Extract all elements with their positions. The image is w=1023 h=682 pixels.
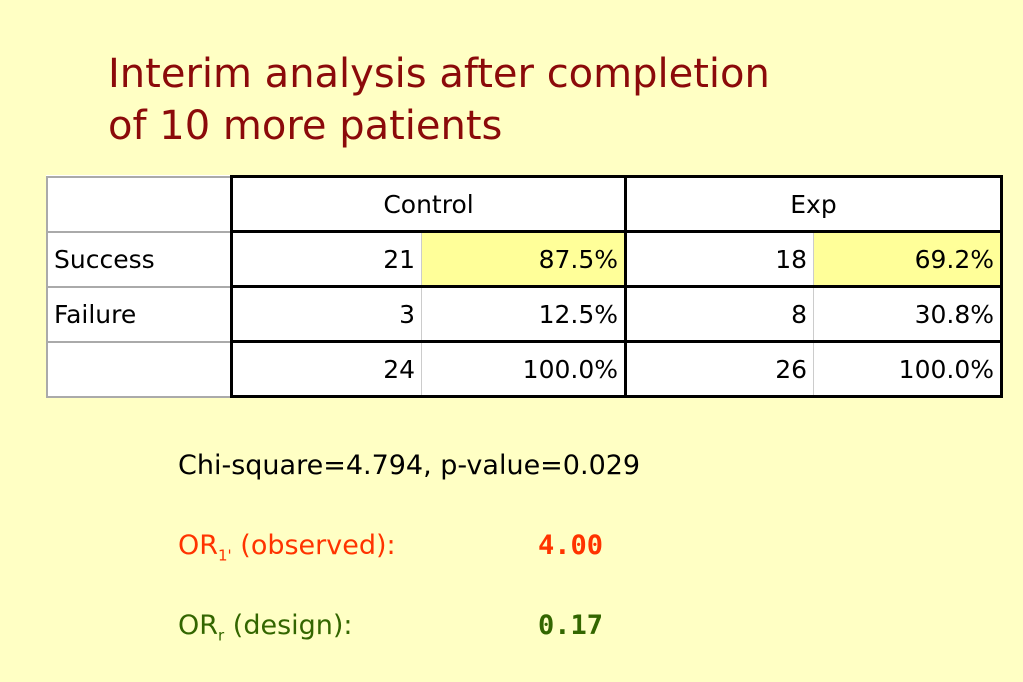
chi-square: Chi-square=4.794, p-value=0.029 <box>178 450 641 481</box>
table-cell: 100.0% <box>421 340 627 398</box>
title-line: Interim analysis after completion <box>108 51 770 97</box>
or-text: OR <box>178 530 219 561</box>
or-subscript: 1' <box>218 546 232 565</box>
table-cell: 30.8% <box>813 285 1003 343</box>
row-label <box>46 340 233 398</box>
table-cell: 100.0% <box>813 340 1003 398</box>
or-subscript: r <box>218 626 225 645</box>
table-cell: 87.5% <box>421 230 627 288</box>
table-cell: 26 <box>624 340 814 398</box>
header-row: Control Exp <box>46 175 1003 233</box>
table-cell: 21 <box>230 230 422 288</box>
or-text: OR <box>178 610 219 641</box>
results-table: Control Exp Success 21 87.5% 18 69.2% Failure… <box>46 175 1003 398</box>
row-label: Failure <box>46 285 233 343</box>
row-label: Success <box>46 230 233 288</box>
table-cell: 12.5% <box>421 285 627 343</box>
table-row: Success 21 87.5% 18 69.2% <box>46 230 1003 288</box>
or-design-value: 0.17 <box>538 610 604 641</box>
or-observed-value: 4.00 <box>538 530 604 561</box>
table-cell: 3 <box>230 285 422 343</box>
table-cell: 24 <box>230 340 422 398</box>
header-cell: Control <box>230 175 627 233</box>
or-desc: (design): <box>232 610 353 641</box>
title-line: of 10 more patients <box>108 103 503 149</box>
table-cell: 18 <box>624 230 814 288</box>
or-desc: (observed): <box>240 530 396 561</box>
header-cell: Exp <box>624 175 1003 233</box>
or-observed-label: OR1' (observed): <box>178 530 396 564</box>
slide-title: Interim analysis after completion of 10 … <box>108 48 770 152</box>
table-cell: 69.2% <box>813 230 1003 288</box>
table-row: Failure 3 12.5% 8 30.8% <box>46 285 1003 343</box>
table-row: 24 100.0% 26 100.0% <box>46 340 1003 398</box>
table-cell: 8 <box>624 285 814 343</box>
or-design-label: ORr (design): <box>178 610 353 644</box>
empty-cell <box>46 175 233 233</box>
